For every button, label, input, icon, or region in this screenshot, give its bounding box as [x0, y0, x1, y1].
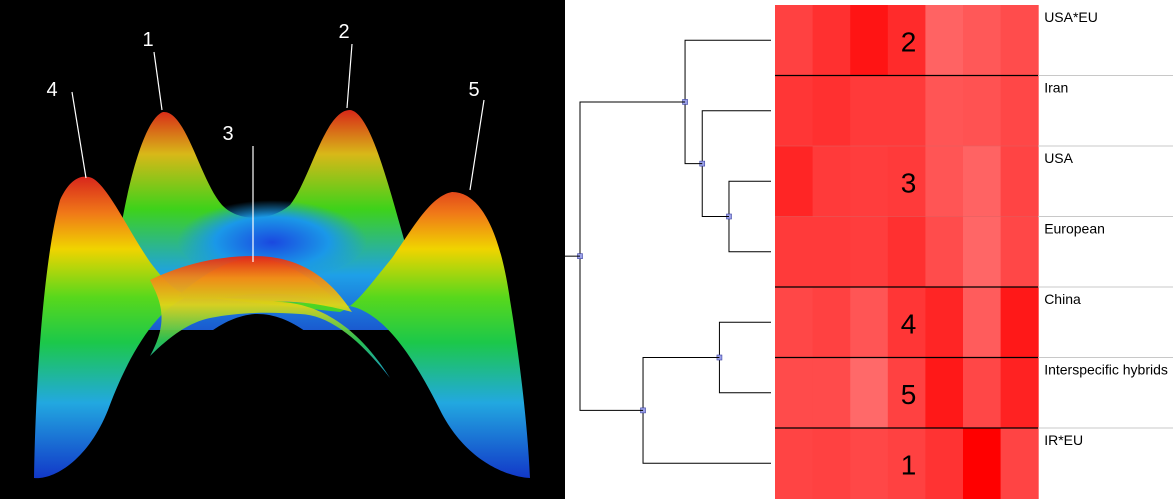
heatmap-cell: [850, 75, 889, 147]
heatmap-cell: [963, 287, 1002, 358]
peak-1-leader: [153, 51, 163, 111]
heatmap-cell: [1000, 146, 1039, 217]
heatmap-cell: [963, 5, 1002, 76]
cluster-number: 1: [901, 449, 917, 480]
heatmap-cell: [850, 5, 889, 76]
heatmap-cell: [963, 75, 1002, 147]
heatmap-cell: [850, 287, 889, 358]
heatmap-cell: [925, 216, 964, 288]
peak-4-label: 4: [46, 79, 57, 101]
row-label: IR*EU: [1044, 432, 1083, 448]
dendrogram-branch: [701, 110, 771, 217]
dendrogram-heatmap-panel: 2 3 4 5 1 USA*EU Iran USA European China Interspe…: [565, 0, 1173, 499]
heatmap-cell: [775, 287, 814, 358]
heatmap-cell: [850, 428, 889, 499]
heatmap-cell: [925, 357, 964, 429]
dendrogram-branch: [728, 180, 771, 253]
heatmap-cell: [887, 75, 926, 147]
dendrogram-branch: [684, 39, 771, 165]
row-label: Iran: [1044, 80, 1068, 96]
heatmap-cell: [963, 146, 1002, 217]
row-label: Interspecific hybrids: [1044, 362, 1168, 378]
dendrogram-branch: [642, 357, 771, 464]
heatmap-cell: [887, 357, 926, 429]
heatmap-cell: [1000, 287, 1039, 358]
peak-1-label: 1: [142, 29, 153, 51]
row-label: USA*EU: [1044, 9, 1098, 25]
heatmap-cell: [812, 216, 851, 288]
cluster-number: 3: [901, 167, 917, 198]
peak-5-leader: [469, 99, 485, 191]
cluster-number: 4: [901, 308, 917, 339]
heatmap-cell: [812, 75, 851, 147]
dendrogram-heatmap: 2 3 4 5 1 USA*EU Iran USA European China Interspe…: [565, 5, 1173, 499]
heatmap-cell: [887, 428, 926, 499]
heatmap-cell: [775, 146, 814, 217]
peak-4-leader: [71, 91, 87, 179]
heatmap-cell: [925, 146, 964, 217]
heatmap-cell: [775, 357, 814, 429]
arch-void: [110, 313, 420, 478]
heatmap-cell: [1000, 428, 1039, 499]
heatmap-cell: [812, 287, 851, 358]
heatmap-cell: [775, 5, 814, 76]
cluster-number: 2: [901, 26, 917, 57]
heatmap-cell: [925, 75, 964, 147]
peak-2-leader: [346, 43, 353, 109]
heatmap-cell: [887, 287, 926, 358]
heatmap-cell: [925, 428, 964, 499]
heatmap-cell: [850, 357, 889, 429]
peak-5-label: 5: [468, 79, 479, 101]
heatmap-cell: [1000, 5, 1039, 76]
dendrogram-branch: [718, 321, 771, 394]
heatmap-cell: [963, 357, 1002, 429]
cluster-number: 5: [901, 379, 917, 410]
heatmap-cell: [775, 75, 814, 147]
heatmap-cell: [963, 216, 1002, 288]
dendrogram-branch: [579, 101, 686, 411]
peak-2-label: 2: [338, 21, 349, 43]
row-label: USA: [1044, 150, 1073, 166]
heatmap-cell: [850, 146, 889, 217]
heatmap-cell: [812, 5, 851, 76]
row-label: European: [1044, 221, 1105, 237]
surface-plot-panel: 4 1 3 2 5: [0, 0, 565, 499]
row-label: China: [1044, 291, 1081, 307]
heatmap-cell: [925, 287, 964, 358]
peak-3-label: 3: [222, 123, 233, 145]
heatmap-cell: [887, 146, 926, 217]
outer-body: [34, 176, 530, 479]
heatmap-cell: [1000, 75, 1039, 147]
heatmap-cell: [775, 216, 814, 288]
heatmap-cell: [963, 428, 1002, 499]
heatmap-cell: [850, 216, 889, 288]
heatmap-cell: [1000, 216, 1039, 288]
heatmap-cell: [812, 357, 851, 429]
heatmap-cell: [887, 216, 926, 288]
heatmap-cell: [812, 146, 851, 217]
heatmap-cell: [925, 5, 964, 76]
heatmap-cell: [887, 5, 926, 76]
heatmap-cell: [1000, 357, 1039, 429]
heatmap-cell: [775, 428, 814, 499]
heatmap-cell: [812, 428, 851, 499]
surface-plot: 4 1 3 2 5: [0, 0, 565, 499]
